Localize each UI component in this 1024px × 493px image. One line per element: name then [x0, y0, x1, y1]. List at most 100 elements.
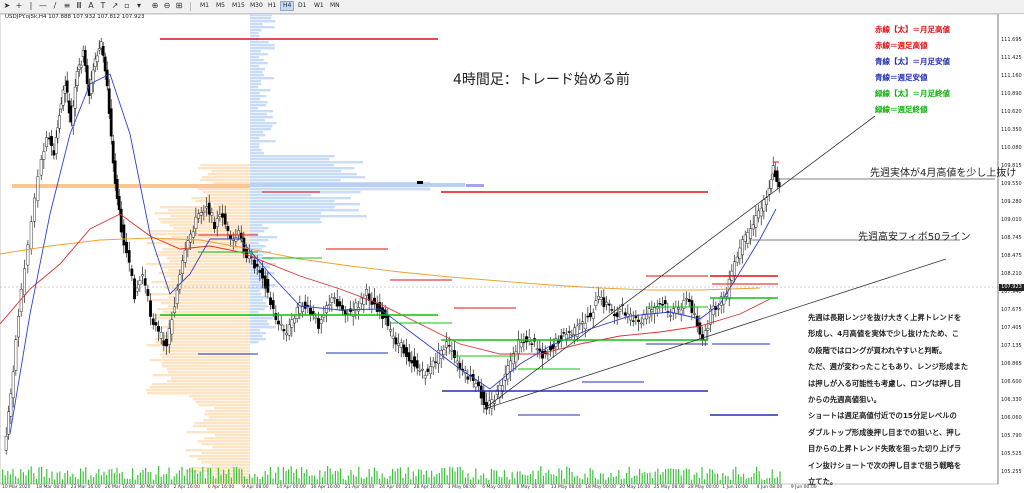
candle-body	[125, 241, 128, 254]
volume-bar	[737, 474, 739, 484]
trendline	[483, 258, 947, 410]
volume-profile-bar	[250, 179, 341, 182]
volume-profile-bar	[250, 299, 264, 302]
volume-profile-bar	[146, 242, 250, 245]
candle-body	[186, 240, 190, 250]
volume-bar	[779, 471, 781, 484]
timeframe-m15[interactable]: M15	[232, 2, 245, 9]
timeframe-mn[interactable]: MN	[330, 2, 340, 9]
cursor-icon[interactable]: ➤	[3, 1, 11, 10]
candle-body	[759, 207, 763, 217]
fibonacci-icon[interactable]: Ⅲ	[76, 1, 82, 10]
text-icon[interactable]: A	[88, 1, 94, 10]
volume-bar	[545, 472, 547, 484]
volume-bar	[490, 468, 492, 484]
tile-windows-icon[interactable]: ⊞	[175, 1, 183, 10]
price-tick-label: 110.890	[1001, 91, 1022, 97]
volume-bar	[706, 473, 708, 484]
volume-bar	[43, 476, 45, 484]
candle-body	[47, 137, 51, 140]
candle-body	[509, 360, 512, 372]
volume-profile-bar	[171, 236, 250, 239]
volume-bar	[321, 477, 323, 484]
volume-profile-bar	[250, 17, 272, 20]
volume-profile-bar	[250, 56, 260, 59]
zoom-in-icon[interactable]: ⊕	[151, 1, 159, 10]
vertical-line-icon[interactable]: |	[29, 1, 33, 10]
volume-bar	[431, 470, 433, 484]
candle-body	[765, 197, 768, 205]
timeframe-m1[interactable]: M1	[200, 2, 209, 9]
candle-body	[45, 137, 48, 148]
candle-body	[117, 195, 121, 211]
arrow-icon[interactable]: ↗	[111, 1, 119, 10]
volume-bar	[67, 470, 69, 484]
volume-bar	[587, 477, 589, 484]
candle-body	[634, 316, 638, 319]
volume-bar	[360, 477, 362, 484]
volume-profile-bar	[192, 425, 250, 428]
volume-bar	[12, 469, 14, 484]
volume-profile-bar	[154, 254, 250, 257]
volume-bar	[639, 468, 641, 484]
volume-bar	[363, 478, 365, 484]
volume-bar	[35, 478, 37, 484]
price-chart[interactable]	[0, 14, 1024, 493]
trendline-icon[interactable]: /	[53, 1, 57, 10]
candle-body	[253, 259, 256, 269]
volume-bar	[662, 471, 664, 484]
volume-profile-bar	[165, 275, 250, 278]
timeframe-h1[interactable]: H1	[268, 2, 277, 9]
candle-body	[605, 301, 608, 305]
volume-profile-bar	[250, 218, 321, 221]
volume-bar	[412, 471, 414, 484]
volume-bar	[368, 469, 370, 484]
date-tick-label: 13 May 08:00	[550, 485, 582, 490]
volume-bar	[74, 477, 76, 484]
candle-body	[661, 304, 664, 306]
candle-body	[399, 342, 403, 348]
volume-bar	[615, 476, 617, 484]
volume-profile-bar	[211, 464, 250, 467]
volume-bar	[451, 467, 453, 484]
candle-body	[703, 330, 707, 341]
timeframe-d1[interactable]: D1	[298, 2, 307, 9]
shapes-icon[interactable]: ▫	[124, 1, 130, 10]
volume-bar	[173, 476, 175, 484]
timeframe-h4[interactable]: H4	[280, 1, 295, 11]
timeframe-m30[interactable]: M30	[250, 2, 263, 9]
volume-bar	[462, 470, 464, 484]
volume-bar	[306, 469, 308, 484]
candle-body	[282, 329, 286, 332]
volume-profile-bar	[185, 449, 250, 452]
volume-profile-bar	[250, 155, 335, 158]
date-tick-label: 25 May 08:00	[653, 485, 685, 490]
zoom-out-icon[interactable]: ⊖	[163, 1, 171, 10]
candle-body	[354, 302, 358, 311]
volume-bar	[376, 470, 378, 484]
candle-body	[410, 360, 414, 364]
volume-bar	[555, 476, 557, 484]
volume-bar	[282, 467, 284, 484]
note-line: 立てた。	[808, 476, 838, 486]
channel-icon[interactable]: ≡	[63, 1, 71, 10]
timeframe-w1[interactable]: W1	[314, 2, 324, 9]
timeframe-m5[interactable]: M5	[216, 2, 225, 9]
volume-profile-bar	[149, 386, 250, 389]
volume-bar	[589, 468, 591, 484]
trendline	[483, 115, 876, 410]
crosshair-icon[interactable]: +	[15, 1, 23, 10]
chevron-down-icon[interactable]: ▾	[136, 1, 141, 10]
volume-profile-bar	[250, 101, 268, 104]
text-label-icon[interactable]: T	[100, 1, 106, 10]
note-line: 目からの上昇トレンド失敗を狙った切り上げラ	[808, 444, 962, 454]
candle-body	[474, 383, 478, 388]
volume-bar	[220, 474, 222, 484]
volume-bar	[735, 466, 737, 484]
volume-bar	[665, 469, 667, 484]
volume-bar	[345, 479, 347, 484]
volume-profile-bar	[169, 224, 250, 227]
volume-profile-bar	[250, 239, 269, 242]
candle-body	[367, 293, 371, 301]
horizontal-line-icon[interactable]: —	[39, 1, 47, 10]
